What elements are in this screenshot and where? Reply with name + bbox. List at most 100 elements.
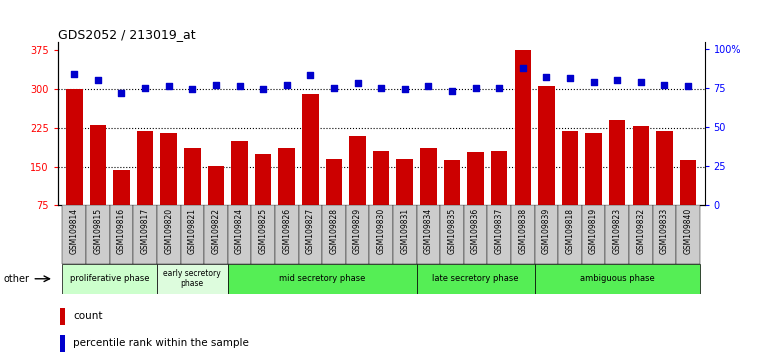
Point: [209, 82, 222, 87]
Point: [399, 87, 411, 92]
Bar: [440, 205, 464, 264]
Text: proliferative phase: proliferative phase: [70, 274, 149, 283]
Bar: [299, 205, 322, 264]
Point: [233, 84, 246, 89]
Point: [116, 90, 128, 96]
Bar: [133, 205, 157, 264]
Bar: [585, 133, 602, 205]
Text: GSM109831: GSM109831: [400, 208, 410, 255]
Point: [634, 79, 647, 85]
Bar: [562, 131, 578, 205]
Bar: [680, 160, 696, 205]
Point: [470, 85, 482, 91]
Text: count: count: [73, 311, 102, 321]
Text: GSM109835: GSM109835: [447, 208, 457, 255]
Bar: [487, 205, 511, 264]
Text: GSM109837: GSM109837: [494, 208, 504, 255]
Bar: [60, 308, 65, 325]
Bar: [204, 205, 228, 264]
Bar: [373, 151, 390, 205]
Text: GSM109824: GSM109824: [235, 208, 244, 255]
Text: GSM109815: GSM109815: [93, 208, 102, 255]
Point: [564, 76, 576, 81]
Text: GSM109829: GSM109829: [353, 208, 362, 255]
Text: GSM109838: GSM109838: [518, 208, 527, 255]
Bar: [160, 133, 177, 205]
Point: [257, 87, 270, 92]
Text: GSM109818: GSM109818: [565, 208, 574, 254]
Point: [588, 79, 600, 85]
Bar: [609, 120, 625, 205]
Bar: [417, 205, 440, 264]
Text: GSM109823: GSM109823: [613, 208, 621, 255]
Text: percentile rank within the sample: percentile rank within the sample: [73, 338, 249, 348]
Bar: [417, 264, 534, 294]
Bar: [86, 205, 109, 264]
Text: GSM109816: GSM109816: [117, 208, 126, 255]
Bar: [60, 335, 65, 352]
Bar: [656, 131, 673, 205]
Bar: [676, 205, 700, 264]
Text: GSM109833: GSM109833: [660, 208, 669, 255]
Text: GSM109834: GSM109834: [424, 208, 433, 255]
Text: GSM109825: GSM109825: [259, 208, 268, 255]
Bar: [322, 205, 346, 264]
Bar: [255, 154, 271, 205]
Bar: [534, 264, 700, 294]
Point: [328, 85, 340, 91]
Text: GSM109839: GSM109839: [542, 208, 551, 255]
Point: [68, 71, 80, 76]
Point: [139, 85, 151, 91]
Bar: [514, 50, 531, 205]
Bar: [137, 131, 153, 205]
Text: GSM109827: GSM109827: [306, 208, 315, 255]
Text: GSM109826: GSM109826: [283, 208, 291, 255]
Bar: [558, 205, 582, 264]
Bar: [228, 205, 251, 264]
Bar: [109, 205, 133, 264]
Bar: [66, 89, 82, 205]
Bar: [62, 264, 157, 294]
Bar: [464, 205, 487, 264]
Bar: [420, 148, 437, 205]
Bar: [275, 205, 299, 264]
Bar: [467, 152, 484, 205]
Text: GSM109814: GSM109814: [70, 208, 79, 255]
Bar: [350, 136, 366, 205]
Bar: [231, 141, 248, 205]
Point: [92, 77, 104, 83]
Bar: [491, 151, 507, 205]
Bar: [157, 205, 180, 264]
Bar: [511, 205, 534, 264]
Bar: [397, 159, 413, 205]
Bar: [326, 159, 342, 205]
Bar: [444, 160, 460, 205]
Point: [517, 65, 529, 70]
Text: GSM109828: GSM109828: [330, 208, 339, 254]
Text: other: other: [4, 274, 30, 284]
Bar: [393, 205, 417, 264]
Point: [280, 82, 293, 87]
Bar: [370, 205, 393, 264]
Text: GSM109817: GSM109817: [141, 208, 149, 255]
Bar: [534, 205, 558, 264]
Text: GSM109820: GSM109820: [164, 208, 173, 255]
Bar: [228, 264, 417, 294]
Bar: [89, 125, 106, 205]
Point: [611, 77, 624, 83]
Text: early secretory
phase: early secretory phase: [163, 269, 221, 289]
Point: [541, 74, 553, 80]
Bar: [629, 205, 653, 264]
Text: ambiguous phase: ambiguous phase: [580, 274, 654, 283]
Point: [658, 82, 671, 87]
Bar: [279, 148, 295, 205]
Text: GSM109821: GSM109821: [188, 208, 197, 254]
Point: [422, 84, 434, 89]
Point: [375, 85, 387, 91]
Point: [304, 73, 316, 78]
Text: GSM109836: GSM109836: [471, 208, 480, 255]
Bar: [184, 148, 200, 205]
Point: [162, 84, 175, 89]
Text: GDS2052 / 213019_at: GDS2052 / 213019_at: [58, 28, 196, 41]
Point: [446, 88, 458, 94]
